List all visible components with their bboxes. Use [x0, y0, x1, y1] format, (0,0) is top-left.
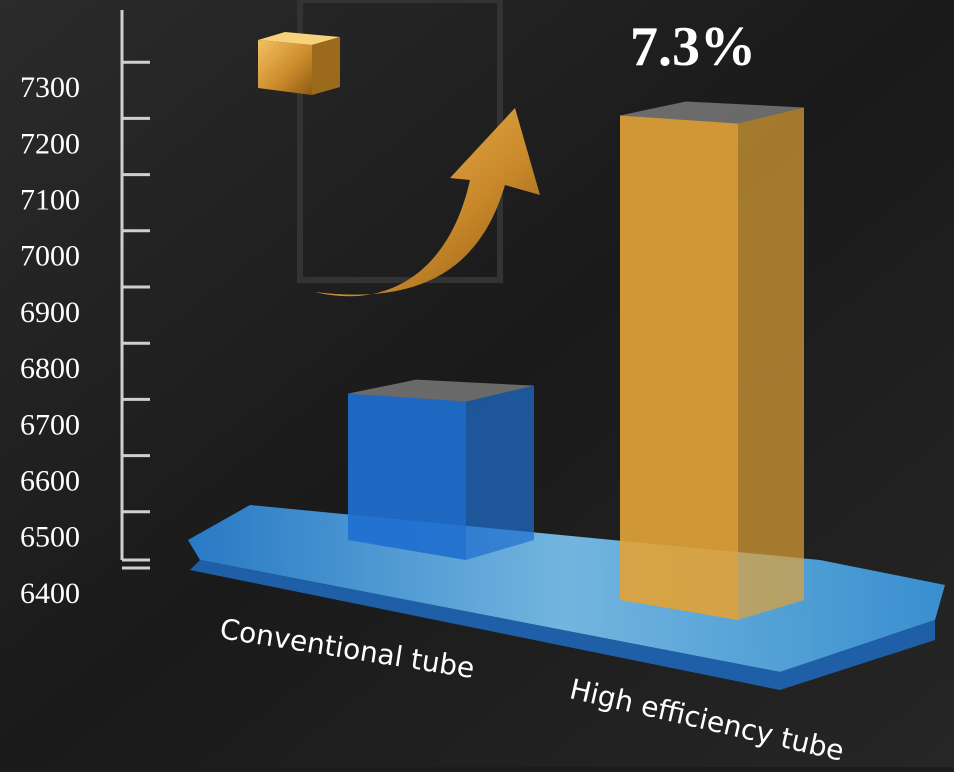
y-tick-label: 6400: [20, 577, 80, 610]
bar-top: [348, 379, 534, 402]
y-tick-label: 6900: [20, 296, 80, 329]
bar-front: [620, 115, 738, 621]
y-tick-label: 7200: [20, 127, 80, 160]
bar-front: [348, 393, 466, 560]
platform: [188, 505, 945, 672]
bar: [620, 101, 804, 621]
annotation: 7.3%: [630, 16, 756, 78]
platform-edge: [190, 560, 935, 690]
y-tick-label: 6800: [20, 352, 80, 385]
y-tick-label: 7100: [20, 183, 80, 216]
bar-top: [620, 101, 804, 124]
y-tick-label: 7300: [20, 71, 80, 104]
y-tick-label: 6600: [20, 464, 80, 497]
bar-side: [738, 107, 804, 621]
cube-icon: [258, 32, 340, 95]
y-tick-label: 6500: [20, 521, 80, 554]
bar-side: [466, 385, 534, 560]
arrow: [315, 108, 540, 297]
bar: [348, 379, 534, 560]
y-tick-label: 6700: [20, 408, 80, 441]
y-tick-label: 7000: [20, 240, 80, 273]
